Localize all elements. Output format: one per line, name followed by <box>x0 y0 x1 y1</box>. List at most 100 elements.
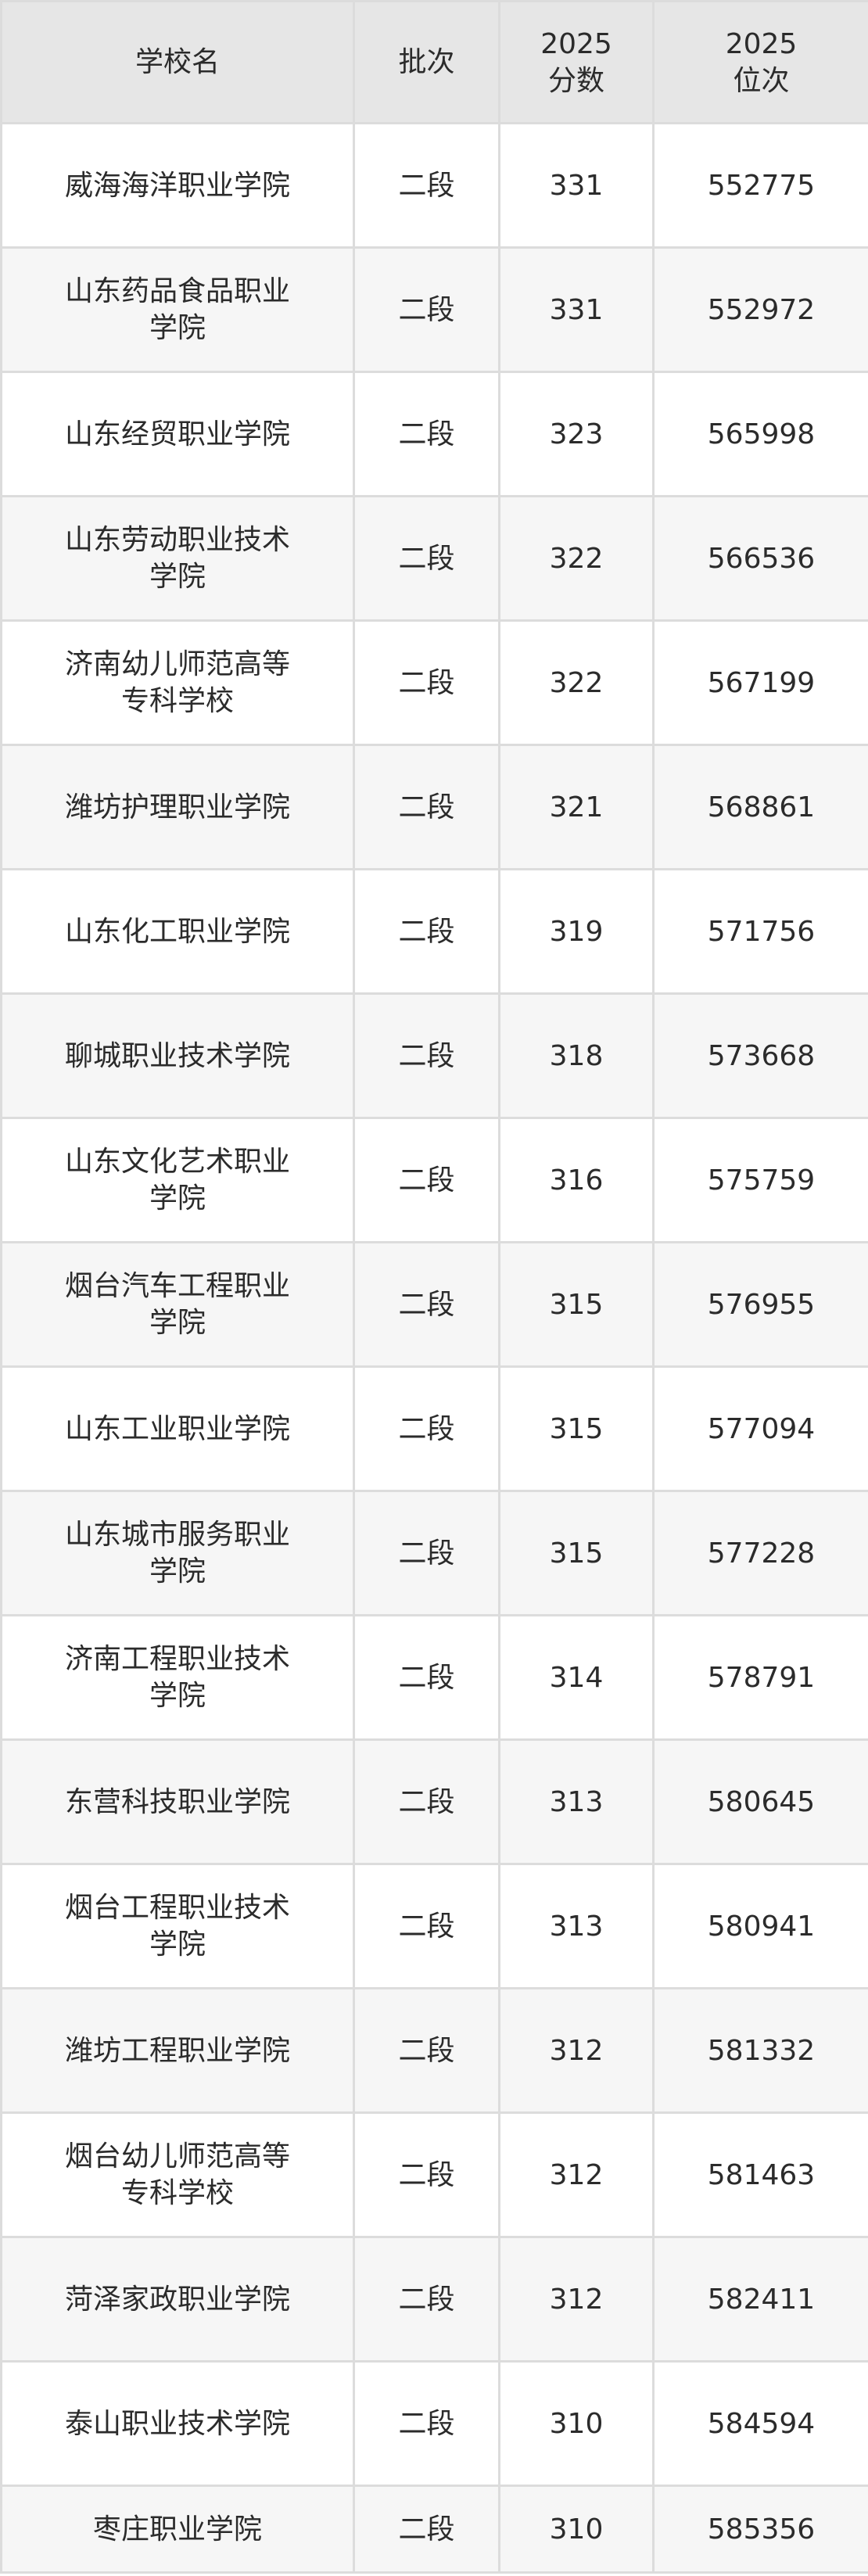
rank-cell: 581463 <box>652 2111 868 2238</box>
batch-cell: 二段 <box>353 122 500 249</box>
school-name-cell: 烟台幼儿师范高等专科学校 <box>0 2111 355 2238</box>
score-cell: 323 <box>498 371 655 497</box>
batch-cell: 二段 <box>353 2360 500 2487</box>
table-body: 威海海洋职业学院 二段 331 552775 山东药品食品职业学院 二段 331 552972… <box>0 122 868 2574</box>
batch-cell: 二段 <box>353 371 500 497</box>
batch-cell: 二段 <box>353 1863 500 1989</box>
rank-cell: 568861 <box>652 744 868 870</box>
score-cell: 310 <box>498 2485 655 2574</box>
score-cell: 331 <box>498 246 655 373</box>
table-row: 济南工程职业技术学院 二段 314 578791 <box>0 1614 868 1741</box>
school-name-cell: 枣庄职业学院 <box>0 2485 355 2574</box>
rank-cell: 565998 <box>652 371 868 497</box>
table-row: 烟台幼儿师范高等专科学校 二段 312 581463 <box>0 2111 868 2238</box>
school-name-cell: 烟台工程职业技术学院 <box>0 1863 355 1989</box>
score-cell: 313 <box>498 1738 655 1865</box>
table-row: 枣庄职业学院 二段 310 585356 <box>0 2485 868 2574</box>
school-name-cell: 山东药品食品职业学院 <box>0 246 355 373</box>
rank-cell: 575759 <box>652 1117 868 1243</box>
rank-cell: 571756 <box>652 868 868 995</box>
table-row: 泰山职业技术学院 二段 310 584594 <box>0 2360 868 2487</box>
score-cell: 319 <box>498 868 655 995</box>
header-score: 2025 分数 <box>498 0 655 124</box>
score-cell: 322 <box>498 619 655 746</box>
header-score-year: 2025 <box>540 27 612 60</box>
score-cell: 312 <box>498 2236 655 2363</box>
header-score-label: 分数 <box>547 64 604 97</box>
table-row: 山东经贸职业学院 二段 323 565998 <box>0 371 868 497</box>
school-name-cell: 潍坊护理职业学院 <box>0 744 355 870</box>
batch-cell: 二段 <box>353 1241 500 1368</box>
batch-cell: 二段 <box>353 1614 500 1741</box>
batch-cell: 二段 <box>353 1738 500 1865</box>
batch-cell: 二段 <box>353 495 500 622</box>
header-rank-label: 位次 <box>733 64 790 97</box>
batch-cell: 二段 <box>353 868 500 995</box>
school-name-cell: 山东经贸职业学院 <box>0 371 355 497</box>
score-cell: 314 <box>498 1614 655 1741</box>
batch-cell: 二段 <box>353 2236 500 2363</box>
school-name-cell: 烟台汽车工程职业学院 <box>0 1241 355 1368</box>
rank-cell: 577094 <box>652 1365 868 1492</box>
batch-cell: 二段 <box>353 1987 500 2114</box>
rank-cell: 552775 <box>652 122 868 249</box>
school-name-cell: 山东工业职业学院 <box>0 1365 355 1492</box>
school-name-cell: 东营科技职业学院 <box>0 1738 355 1865</box>
table-row: 济南幼儿师范高等专科学校 二段 322 567199 <box>0 619 868 746</box>
table-row: 潍坊工程职业学院 二段 312 581332 <box>0 1987 868 2114</box>
rank-cell: 585356 <box>652 2485 868 2574</box>
batch-cell: 二段 <box>353 2111 500 2238</box>
batch-cell: 二段 <box>353 246 500 373</box>
header-rank-year: 2025 <box>725 27 798 60</box>
school-name-cell: 威海海洋职业学院 <box>0 122 355 249</box>
rank-cell: 552972 <box>652 246 868 373</box>
rank-cell: 576955 <box>652 1241 868 1368</box>
batch-cell: 二段 <box>353 1365 500 1492</box>
school-name-cell: 菏泽家政职业学院 <box>0 2236 355 2363</box>
header-batch: 批次 <box>353 0 500 124</box>
table-row: 聊城职业技术学院 二段 318 573668 <box>0 992 868 1119</box>
table-row: 烟台工程职业技术学院 二段 313 580941 <box>0 1863 868 1989</box>
rank-cell: 578791 <box>652 1614 868 1741</box>
score-cell: 318 <box>498 992 655 1119</box>
batch-cell: 二段 <box>353 1490 500 1616</box>
batch-cell: 二段 <box>353 2485 500 2574</box>
header-rank: 2025 位次 <box>652 0 868 124</box>
score-cell: 315 <box>498 1241 655 1368</box>
batch-cell: 二段 <box>353 992 500 1119</box>
score-cell: 312 <box>498 1987 655 2114</box>
table-row: 威海海洋职业学院 二段 331 552775 <box>0 122 868 249</box>
rank-cell: 581332 <box>652 1987 868 2114</box>
header-school: 学校名 <box>0 0 355 124</box>
school-name-cell: 山东文化艺术职业学院 <box>0 1117 355 1243</box>
rank-cell: 580941 <box>652 1863 868 1989</box>
score-cell: 315 <box>498 1490 655 1616</box>
table-row: 山东化工职业学院 二段 319 571756 <box>0 868 868 995</box>
table-row: 山东劳动职业技术学院 二段 322 566536 <box>0 495 868 622</box>
score-cell: 312 <box>498 2111 655 2238</box>
table-row: 烟台汽车工程职业学院 二段 315 576955 <box>0 1241 868 1368</box>
rank-cell: 582411 <box>652 2236 868 2363</box>
table-row: 山东药品食品职业学院 二段 331 552972 <box>0 246 868 373</box>
table-row: 东营科技职业学院 二段 313 580645 <box>0 1738 868 1865</box>
rank-cell: 580645 <box>652 1738 868 1865</box>
school-name-cell: 聊城职业技术学院 <box>0 992 355 1119</box>
score-cell: 322 <box>498 495 655 622</box>
table-header-row: 学校名 批次 2025 分数 2025 位次 <box>0 0 868 124</box>
batch-cell: 二段 <box>353 1117 500 1243</box>
school-name-cell: 济南幼儿师范高等专科学校 <box>0 619 355 746</box>
table-row: 山东城市服务职业学院 二段 315 577228 <box>0 1490 868 1616</box>
table-row: 菏泽家政职业学院 二段 312 582411 <box>0 2236 868 2363</box>
score-cell: 313 <box>498 1863 655 1989</box>
school-name-cell: 潍坊工程职业学院 <box>0 1987 355 2114</box>
school-name-cell: 山东劳动职业技术学院 <box>0 495 355 622</box>
school-name-cell: 山东城市服务职业学院 <box>0 1490 355 1616</box>
school-name-cell: 山东化工职业学院 <box>0 868 355 995</box>
school-name-cell: 泰山职业技术学院 <box>0 2360 355 2487</box>
table-row: 山东文化艺术职业学院 二段 316 575759 <box>0 1117 868 1243</box>
rank-cell: 567199 <box>652 619 868 746</box>
rank-cell: 584594 <box>652 2360 868 2487</box>
table-row: 山东工业职业学院 二段 315 577094 <box>0 1365 868 1492</box>
score-cell: 321 <box>498 744 655 870</box>
